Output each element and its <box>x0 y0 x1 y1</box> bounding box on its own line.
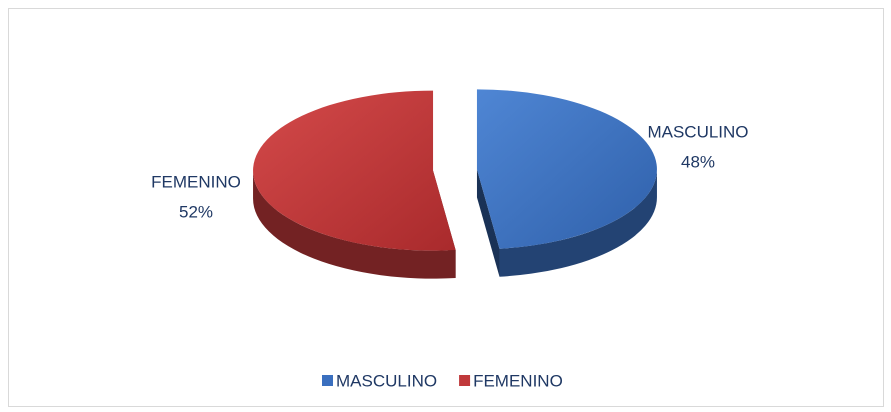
slice-wall <box>499 169 657 277</box>
slice-side <box>476 169 500 277</box>
legend-swatch <box>459 375 471 386</box>
pie-slice <box>476 89 657 277</box>
data-label-name: MASCULINO <box>647 122 748 141</box>
legend-swatch <box>322 375 333 386</box>
data-label-value: 52% <box>179 202 213 221</box>
slice-top <box>253 90 456 251</box>
data-label-name: FEMENINO <box>151 172 241 191</box>
legend-label: FEMENINO <box>473 371 563 390</box>
slice-wall <box>253 170 456 279</box>
pie-slice <box>253 90 456 279</box>
data-label-value: 48% <box>681 152 715 171</box>
legend-label: MASCULINO <box>336 371 437 390</box>
slice-top <box>476 89 657 249</box>
chart-border <box>8 8 884 407</box>
